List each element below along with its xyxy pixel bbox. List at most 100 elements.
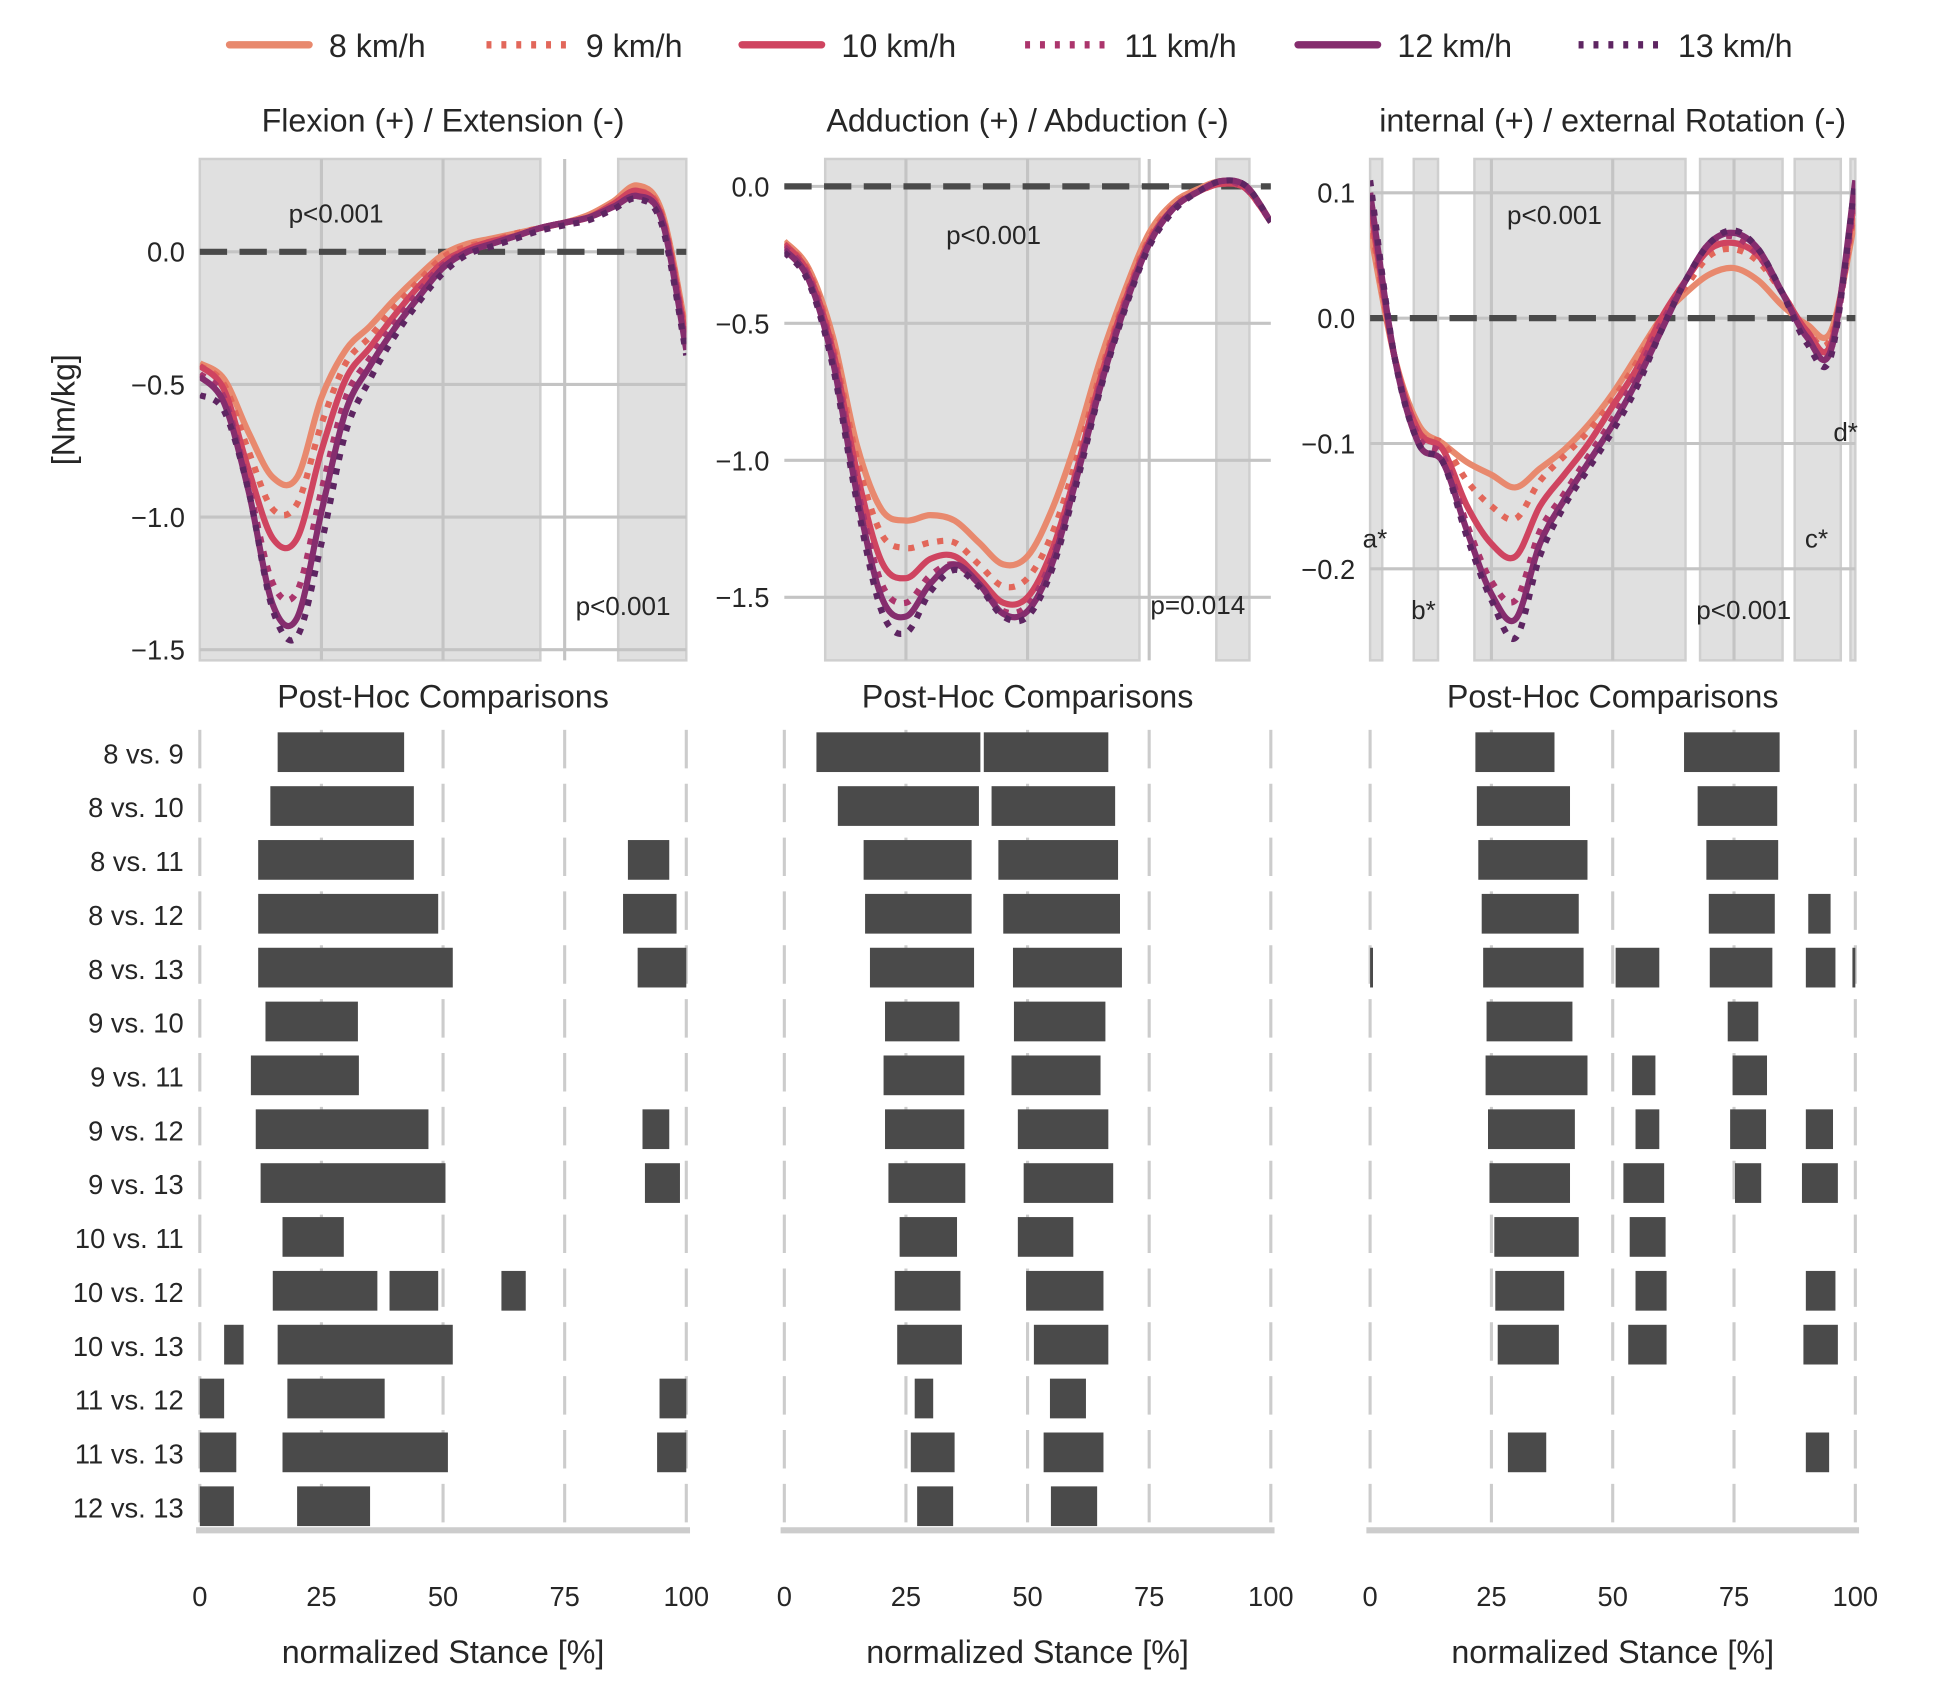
posthoc-panel-1: Post-Hoc Comparisons 8 vs. 9 8 vs. 10 8 vs.… [73, 679, 709, 1671]
y-tick-label: −1.0 [131, 502, 185, 533]
posthoc-significance-bar [270, 786, 414, 826]
comparison-label: 8 vs. 13 [88, 954, 184, 985]
posthoc-significance-bar [1684, 732, 1780, 773]
p-value-annotation: p<0.001 [1696, 595, 1791, 625]
posthoc-title: Post-Hoc Comparisons [1447, 679, 1779, 715]
posthoc-significance-bar [1727, 1001, 1759, 1042]
posthoc-significance-bar [1697, 786, 1778, 826]
significant-region [616, 157, 688, 662]
posthoc-significance-bar [258, 947, 453, 988]
posthoc-significance-bar [1805, 1432, 1830, 1473]
posthoc-significance-bar [914, 1378, 934, 1419]
posthoc-significance-bar [1628, 1324, 1667, 1365]
x-tick-label: 25 [1476, 1581, 1506, 1612]
x-tick-label: 100 [664, 1581, 710, 1612]
posthoc-panel-3: Post-Hoc Comparisons 0 25 50 75 100 normalized… [1362, 679, 1878, 1671]
posthoc-significance-bar [1497, 1324, 1559, 1365]
legend-label: 10 km/h [841, 28, 956, 64]
posthoc-significance-bar [1370, 947, 1374, 988]
posthoc-significance-bar [991, 786, 1116, 826]
series-line-11-km-h [1370, 192, 1856, 606]
posthoc-significance-bar [1632, 1055, 1656, 1096]
posthoc-significance-bar [1708, 893, 1775, 934]
posthoc-significance-bar [894, 1270, 961, 1311]
posthoc-significance-bar [199, 1486, 234, 1527]
posthoc-significance-bar [1805, 1270, 1836, 1311]
posthoc-significance-bar [501, 1270, 526, 1311]
posthoc-significance-bar [1629, 1217, 1666, 1257]
panel-title: Flexion (+) / Extension (-) [262, 103, 625, 139]
comparison-label: 10 vs. 11 [75, 1223, 184, 1254]
legend-label: 12 km/h [1397, 28, 1512, 64]
posthoc-significance-bar [888, 1163, 966, 1203]
significant-region [1849, 157, 1857, 662]
posthoc-significance-bar [1732, 1055, 1768, 1096]
comparison-label: 8 vs. 11 [90, 846, 184, 877]
comparison-label: 10 vs. 13 [73, 1331, 184, 1362]
p-value-annotation: p<0.001 [289, 199, 384, 229]
posthoc-significance-bar [885, 1001, 960, 1042]
legend-label: 13 km/h [1678, 28, 1793, 64]
comparison-label: 12 vs. 13 [73, 1492, 184, 1523]
posthoc-significance-bar [1635, 1270, 1667, 1311]
posthoc-significance-bar [389, 1270, 439, 1311]
legend-label: 11 km/h [1124, 28, 1236, 64]
posthoc-significance-bar [1033, 1324, 1109, 1365]
significant-region [1473, 157, 1687, 662]
posthoc-significance-bar [1011, 1055, 1101, 1096]
posthoc-significance-bar [282, 1217, 344, 1257]
posthoc-significance-bar [1488, 1109, 1575, 1150]
posthoc-significance-bar [1043, 1432, 1104, 1473]
posthoc-significance-bar [1012, 947, 1122, 988]
comparison-label: 9 vs. 13 [88, 1169, 184, 1200]
posthoc-significance-bar [1801, 1163, 1838, 1203]
series-line-13-km-h [1370, 179, 1856, 643]
x-axis-label: normalized Stance [%] [1451, 1634, 1774, 1670]
posthoc-significance-bar [644, 1163, 680, 1203]
comparison-label: 9 vs. 12 [88, 1115, 184, 1146]
posthoc-significance-bar [1017, 1217, 1074, 1257]
posthoc-significance-bar [1805, 1109, 1834, 1150]
posthoc-significance-bar [258, 840, 414, 880]
posthoc-significance-bar [897, 1324, 962, 1365]
posthoc-significance-bar [1808, 893, 1831, 934]
x-tick-label: 100 [1248, 1581, 1294, 1612]
posthoc-significance-bar [642, 1109, 670, 1150]
x-tick-label: 75 [1134, 1581, 1164, 1612]
series-line-8-km-h [1370, 217, 1856, 491]
posthoc-significance-bar [1486, 1001, 1573, 1042]
p-value-annotation: b* [1411, 595, 1436, 625]
y-tick-label: −0.5 [131, 369, 185, 400]
posthoc-significance-bar [260, 1163, 446, 1203]
posthoc-significance-bar [869, 947, 975, 988]
y-tick-label: −0.1 [1301, 428, 1355, 459]
x-tick-label: 0 [1362, 1581, 1377, 1612]
posthoc-significance-bar [199, 1432, 237, 1473]
x-tick-label: 0 [192, 1581, 207, 1612]
p-value-annotation: p=0.014 [1150, 590, 1245, 620]
posthoc-significance-bar [224, 1324, 244, 1365]
posthoc-significance-bar [1478, 840, 1588, 880]
posthoc-significance-bar [1730, 1109, 1767, 1150]
posthoc-significance-bar [910, 1432, 955, 1473]
posthoc-significance-bar [983, 732, 1109, 773]
posthoc-significance-bar [657, 1432, 687, 1473]
posthoc-significance-bar [899, 1217, 958, 1257]
comparison-label: 8 vs. 9 [103, 738, 183, 769]
significant-region [198, 157, 542, 662]
posthoc-significance-bar [277, 732, 405, 773]
x-tick-label: 75 [1719, 1581, 1749, 1612]
posthoc-significance-bar [917, 1486, 954, 1527]
p-value-annotation: p<0.001 [946, 220, 1041, 250]
x-tick-label: 50 [428, 1581, 458, 1612]
posthoc-significance-bar [837, 786, 979, 826]
y-tick-label: 0.0 [731, 171, 769, 202]
posthoc-significance-bar [1026, 1270, 1104, 1311]
p-value-annotation: a* [1363, 524, 1388, 554]
posthoc-significance-bar [1023, 1163, 1114, 1203]
posthoc-significance-bar [277, 1324, 453, 1365]
posthoc-significance-bar [1495, 1270, 1565, 1311]
y-axis-label: [Nm/kg] [45, 354, 81, 465]
comparison-label: 11 vs. 12 [75, 1385, 184, 1416]
posthoc-significance-bar [627, 840, 670, 880]
